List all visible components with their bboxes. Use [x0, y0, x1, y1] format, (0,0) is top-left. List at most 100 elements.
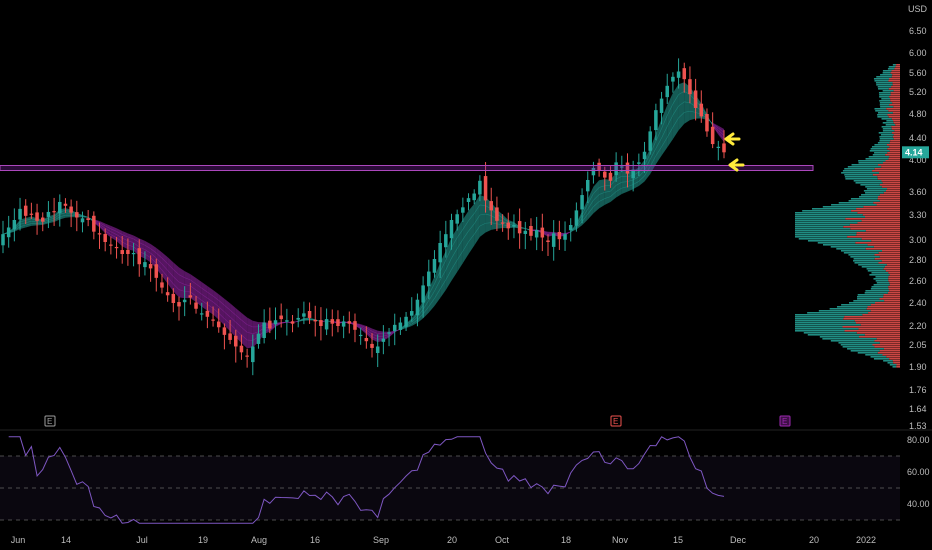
candle [46, 201, 51, 229]
time-tick-label: Nov [612, 535, 629, 545]
volume-bar-down [888, 276, 900, 278]
earnings-marker[interactable]: E [779, 415, 791, 427]
candle-body [392, 324, 397, 332]
volume-bar-down [872, 174, 900, 176]
ma-ribbon-segment [235, 308, 242, 343]
candle-body [563, 234, 567, 240]
volume-bar-down [870, 304, 900, 306]
candle [563, 221, 567, 251]
volume-bar-down [887, 114, 900, 116]
volume-bar-up [830, 340, 875, 342]
volume-bar-up [878, 92, 891, 94]
volume-bar-up [883, 360, 893, 362]
volume-bar-up [795, 230, 866, 232]
earnings-marker[interactable]: E [44, 415, 56, 427]
ma-ribbon-line [235, 329, 242, 336]
ma-ribbon-line [581, 208, 589, 219]
ma-ribbon-line [615, 175, 622, 180]
volume-bar-down [885, 154, 900, 156]
ma-ribbon-line [564, 231, 571, 234]
volume-bar-down [888, 116, 900, 118]
volume-bar-down [883, 162, 900, 164]
volume-bar-up [844, 176, 878, 178]
ma-ribbon-segment [213, 289, 219, 320]
ma-ribbon-line [593, 201, 600, 207]
ma-ribbon-segment [462, 210, 469, 264]
candle-body [324, 319, 329, 330]
ma-ribbon-line [14, 226, 21, 231]
resistance-zone[interactable] [0, 165, 814, 171]
volume-bar-up [795, 314, 863, 316]
ma-ribbon-line [25, 223, 32, 226]
volume-bar-down [843, 318, 900, 320]
candle-body [12, 220, 17, 230]
earnings-marker-label: E [782, 417, 787, 426]
candle-body [409, 311, 414, 316]
volume-bar-up [795, 324, 861, 326]
price-tick-label: 1.64 [909, 404, 927, 414]
candle-body [177, 302, 181, 307]
ma-ribbon-line [247, 331, 253, 334]
candle [58, 194, 62, 227]
ma-ribbon-segment [593, 180, 600, 214]
volume-bar-down [893, 120, 900, 122]
volume-bar-up [802, 210, 852, 212]
candle [705, 108, 709, 137]
candle-body [296, 317, 300, 320]
ma-ribbon-line [207, 297, 214, 303]
volume-bar-up [807, 334, 865, 336]
candle [710, 112, 715, 149]
earnings-marker[interactable]: E [610, 415, 622, 427]
candle [659, 91, 664, 125]
candle-body [438, 243, 442, 263]
ma-ribbon-line [105, 228, 112, 232]
volume-bar-up [879, 102, 893, 104]
volume-bar-down [893, 362, 900, 364]
candle [216, 308, 221, 333]
ma-ribbon-line [252, 331, 259, 334]
volume-bar-up [877, 112, 893, 114]
ma-ribbon-segment [178, 267, 185, 299]
candle-body [182, 299, 187, 303]
volume-bar-down [888, 110, 900, 112]
candle [63, 198, 68, 213]
volume-bar-up [798, 238, 862, 240]
volume-bar-up [876, 282, 890, 284]
volume-bar-down [873, 246, 900, 248]
volume-bar-down [883, 296, 900, 298]
rsi-line [8, 436, 725, 524]
volume-bar-up [867, 270, 886, 272]
price-tick-label: 5.20 [909, 87, 927, 97]
candle-body [40, 217, 45, 222]
candle [35, 203, 39, 235]
candle-body [120, 250, 124, 254]
volume-bar-up [865, 186, 882, 188]
candle [97, 222, 102, 249]
ma-ribbon-segment [241, 312, 248, 349]
volume-bar-down [888, 286, 900, 288]
ma-ribbon-line [644, 153, 651, 166]
volume-bar-down [874, 254, 900, 256]
volume-bar-up [871, 272, 889, 274]
time-tick-label: 2022 [856, 535, 876, 545]
ma-ribbon-line [150, 257, 157, 264]
ma-ribbon-line [383, 335, 390, 339]
ma-ribbon-line [689, 110, 696, 113]
candle [648, 126, 652, 155]
ma-ribbon-segment [718, 125, 724, 142]
candle-body [29, 213, 34, 215]
ma-ribbon-line [127, 240, 134, 243]
volume-bar-up [822, 206, 864, 208]
ma-ribbon-line [479, 222, 486, 227]
volume-bar-down [889, 282, 900, 284]
price-axis[interactable]: USD 6.50 6.00 5.60 5.20 4.80 4.40 4.00 3.60 3.30… [902, 4, 930, 509]
ma-ribbon-line [587, 206, 594, 215]
candle [165, 277, 170, 302]
candle-body [86, 218, 90, 220]
ma-ribbon-line [644, 166, 651, 177]
ma-ribbon-line [247, 324, 253, 328]
candle [455, 209, 459, 231]
volume-bar-down [866, 308, 900, 310]
candle [546, 234, 550, 256]
time-axis[interactable]: Jun 14 Jul 19 Aug 16 Sep 20 Oct 18 Nov 15 Dec 20 2022 [11, 535, 876, 545]
